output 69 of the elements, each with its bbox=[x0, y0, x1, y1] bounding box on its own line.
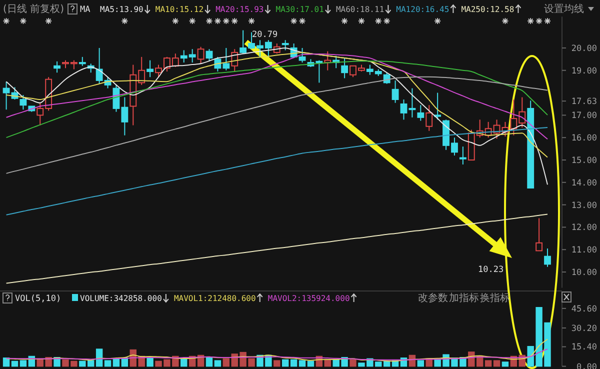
text: MA30:17.01 bbox=[276, 5, 324, 14]
text: 设置均线 bbox=[544, 3, 584, 15]
candlestick bbox=[426, 104, 433, 132]
line-series bbox=[6, 348, 548, 360]
candlestick bbox=[20, 94, 27, 110]
text: MA120:16.45 bbox=[396, 5, 450, 14]
y-tick-label: 12.00 bbox=[571, 223, 597, 234]
bar bbox=[307, 360, 314, 367]
y-tick-label: 17.00 bbox=[571, 111, 597, 122]
annotation: 10.23 bbox=[478, 265, 504, 275]
bar bbox=[274, 360, 280, 367]
bar bbox=[222, 358, 230, 367]
legend-label: VOLUME:342858.000 bbox=[80, 294, 162, 303]
candlestick bbox=[282, 40, 289, 51]
y-tick-label: 13.00 bbox=[571, 200, 597, 211]
y-tick-label: 10.00 bbox=[571, 268, 597, 278]
text: (日线 前复权) bbox=[3, 3, 64, 15]
bar bbox=[20, 360, 27, 367]
bar bbox=[417, 360, 424, 367]
text: MAVOL1:212480.600 bbox=[174, 294, 256, 303]
text: MAVOL2:135924.000 bbox=[268, 294, 350, 303]
text: MA bbox=[80, 5, 90, 15]
candlestick bbox=[417, 104, 424, 122]
annotation: 加指标 bbox=[449, 292, 479, 304]
y-tick-label: 15.40 bbox=[571, 342, 597, 353]
candlestick bbox=[536, 218, 543, 252]
bar bbox=[206, 357, 213, 367]
line-series bbox=[6, 76, 548, 174]
y-tick-label: 30.20 bbox=[571, 324, 597, 334]
annotation: 改参数 bbox=[418, 292, 448, 304]
text: MA60:18.11 bbox=[336, 5, 384, 14]
candlestick bbox=[544, 248, 551, 268]
text: MA5:13.90 bbox=[100, 5, 144, 14]
candlestick bbox=[459, 146, 466, 165]
y-tick-label: 15.00 bbox=[571, 156, 597, 166]
bar bbox=[104, 360, 112, 367]
y-tick-label: 20.00 bbox=[571, 44, 597, 54]
bar bbox=[146, 358, 154, 367]
y-tick-label: 14.00 bbox=[571, 178, 597, 188]
text: MA10:15.12 bbox=[155, 5, 204, 14]
bar bbox=[290, 359, 298, 367]
y-tick-label: 16.00 bbox=[571, 134, 597, 144]
candlestick bbox=[434, 92, 442, 120]
y-tick-label: 0.00 bbox=[576, 362, 597, 369]
bar bbox=[214, 360, 222, 367]
bar bbox=[2, 358, 10, 367]
bar bbox=[493, 360, 500, 367]
candlestick bbox=[146, 60, 154, 78]
text: MA250:12.58 bbox=[461, 5, 514, 14]
bar bbox=[350, 359, 356, 367]
y-tick-label: 19.00 bbox=[571, 66, 597, 76]
candlestick bbox=[392, 80, 399, 104]
candlestick bbox=[54, 60, 60, 74]
bar bbox=[502, 362, 509, 367]
line-series bbox=[6, 214, 548, 284]
text: MA20:15.93 bbox=[216, 5, 264, 14]
annotation: VOL(5,10) bbox=[15, 294, 62, 304]
y-tick-label: 45.60 bbox=[571, 304, 597, 314]
candlestick bbox=[341, 58, 348, 79]
bar bbox=[298, 360, 306, 367]
bar bbox=[11, 360, 18, 367]
y-tick-label: 11.00 bbox=[571, 246, 597, 256]
candlestick bbox=[197, 46, 204, 64]
candlestick bbox=[206, 48, 213, 62]
annotation: 20.79 bbox=[252, 30, 278, 40]
line-series bbox=[6, 47, 548, 186]
y-tick-label: 17.63 bbox=[571, 97, 597, 108]
bar bbox=[282, 359, 289, 367]
bar bbox=[484, 360, 492, 367]
